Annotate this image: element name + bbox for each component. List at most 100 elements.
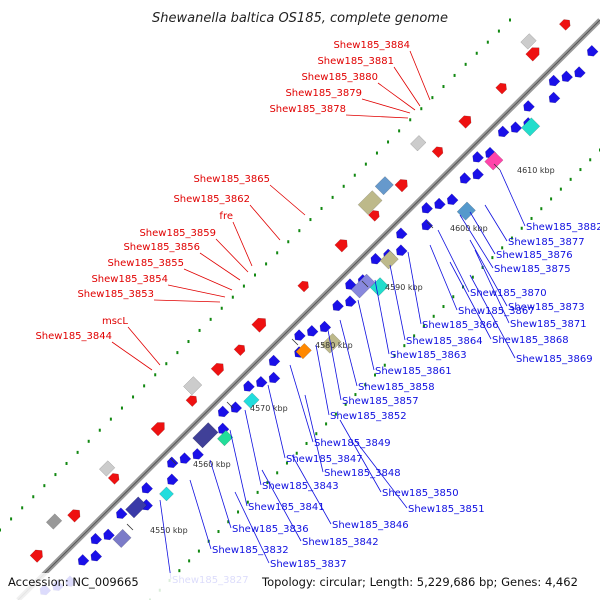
leader-line: [183, 268, 233, 291]
leader-line: [249, 204, 281, 241]
tick-mark: [126, 523, 134, 531]
skew-dot: [589, 158, 592, 162]
gene-block: [217, 429, 234, 447]
gene-label-minus: Shew185_3857: [342, 396, 419, 407]
gene-arrow: [268, 354, 281, 367]
gene-arrow: [396, 227, 408, 239]
gene-arrow: [421, 201, 434, 214]
gene-block: [357, 190, 383, 215]
gene-label-plus: Shew185_3844: [35, 331, 112, 342]
gene-arrow: [510, 121, 523, 133]
gene-block: [159, 486, 174, 502]
skew-dot: [475, 51, 478, 55]
leader-line: [474, 249, 510, 324]
skew-dot: [266, 481, 269, 485]
skew-dot: [364, 383, 367, 387]
gene-arrow: [446, 193, 459, 205]
gene-arrow: [434, 197, 446, 210]
skew-dot: [295, 451, 298, 455]
skew-dot: [550, 197, 553, 201]
skew-dot: [237, 510, 240, 514]
gene-block: [379, 250, 399, 270]
gene-arrow: [29, 549, 43, 563]
leader-line: [499, 169, 526, 227]
skew-dot: [432, 314, 435, 318]
leader-line: [407, 251, 422, 325]
gene-label-plus: Shew185_3884: [333, 40, 410, 51]
skew-dot: [364, 162, 367, 166]
leader-line: [449, 261, 492, 340]
gene-label-minus: Shew185_3848: [324, 468, 401, 479]
tick-label: 4550 kbp: [150, 526, 188, 535]
footer-band: [0, 573, 600, 600]
gene-arrow: [370, 252, 383, 265]
leader-line: [189, 479, 212, 550]
gene-arrow: [90, 549, 103, 562]
leader-line: [127, 326, 161, 366]
gene-arrow: [561, 70, 574, 82]
skew-dot: [198, 328, 201, 332]
gene-label-plus: Shew185_3854: [91, 274, 168, 285]
leader-line: [354, 439, 408, 509]
gene-label-plus: mscL: [102, 316, 128, 327]
gene-arrow: [306, 324, 319, 337]
leader-line: [393, 66, 421, 107]
gene-label-minus: Shew185_3841: [248, 502, 325, 513]
gene-label-minus: Shew185_3877: [508, 237, 585, 248]
leader-line: [437, 229, 470, 293]
skew-dot: [431, 96, 434, 100]
skew-dot: [254, 273, 256, 277]
skew-dot: [10, 517, 13, 521]
gene-arrow: [431, 146, 444, 159]
leader-line: [339, 419, 382, 493]
gene-arrow: [256, 375, 268, 388]
skew-dot: [509, 18, 511, 22]
gene-arrow: [495, 82, 507, 95]
skew-dot: [21, 506, 24, 510]
gene-label-minus: Shew185_3876: [496, 250, 573, 261]
skew-dot: [309, 218, 312, 222]
leader-line: [304, 394, 324, 473]
gene-arrow: [251, 317, 267, 333]
gene-label-minus: Shew185_3849: [314, 438, 391, 449]
skew-dot: [331, 195, 334, 199]
gene-arrow: [166, 456, 179, 469]
gene-label-minus: Shew185_3868: [492, 335, 569, 346]
skew-dot: [98, 428, 101, 432]
leader-line: [267, 384, 286, 459]
skew-dot: [209, 317, 212, 321]
skew-dot: [231, 295, 234, 299]
gene-arrow: [185, 395, 198, 407]
gene-label-minus: Shew185_3850: [382, 488, 459, 499]
gene-arrow: [150, 422, 165, 437]
gene-block: [45, 513, 63, 530]
gene-arrow: [294, 329, 306, 341]
gene-block: [521, 117, 541, 137]
skew-dot: [87, 439, 90, 443]
gene-arrow: [297, 280, 309, 293]
gene-label-plus: Shew185_3880: [301, 72, 378, 83]
gene-block: [192, 422, 219, 449]
gene-label-plus: Shew185_3855: [107, 258, 184, 269]
tick-mark: [493, 163, 501, 171]
leader-line: [153, 299, 221, 303]
skew-dot: [178, 569, 181, 573]
gene-arrow: [548, 91, 561, 104]
gene-arrow: [210, 363, 224, 377]
gene-label-minus: Shew185_3852: [330, 411, 407, 422]
leader-line: [229, 429, 248, 507]
gene-block: [98, 460, 116, 477]
gene-arrow: [459, 172, 472, 184]
skew-dot: [452, 295, 455, 299]
gene-label-minus: Shew185_3851: [408, 504, 485, 515]
skew-dot: [501, 246, 504, 250]
gene-label-minus: Shew185_3836: [232, 524, 309, 535]
gene-arrow: [67, 509, 81, 523]
gene-arrow: [472, 150, 484, 163]
skew-dot: [325, 422, 328, 426]
skew-dot: [154, 373, 157, 377]
skew-dot: [217, 530, 220, 534]
skew-dot: [375, 151, 378, 155]
skew-dot: [265, 262, 268, 266]
skew-dot: [197, 549, 200, 553]
